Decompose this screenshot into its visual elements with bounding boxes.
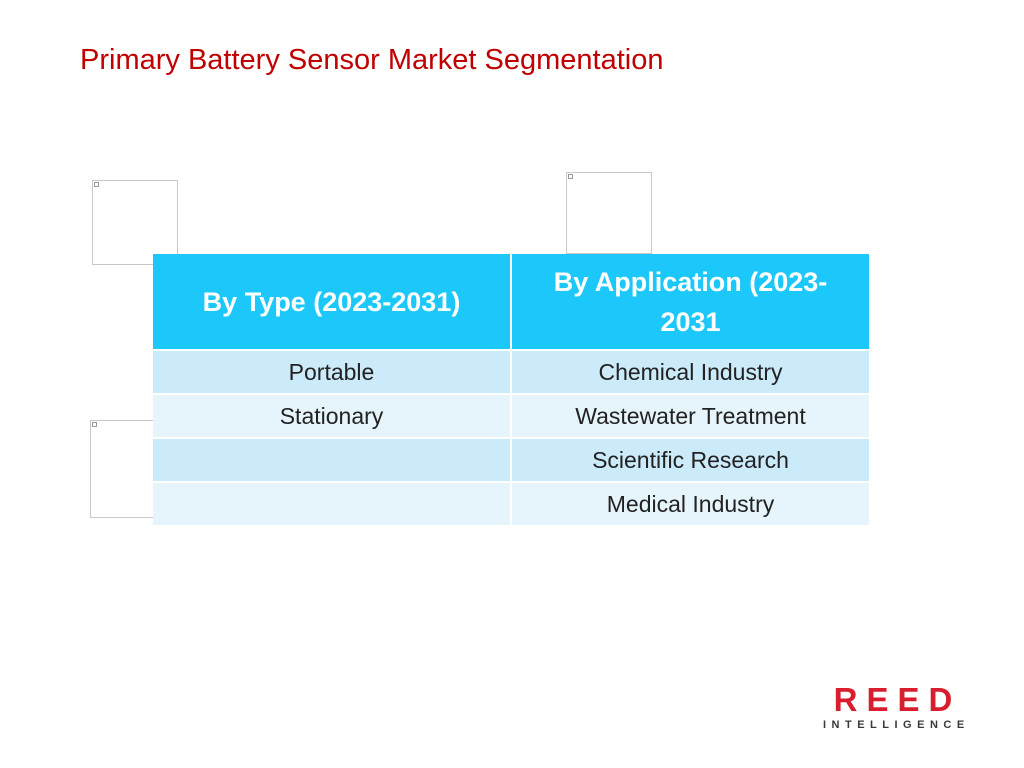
table-row: Scientific Research (153, 438, 869, 483)
table-cell: Medical Industry (511, 482, 869, 527)
broken-image-placeholder (90, 420, 156, 518)
column-header-type: By Type (2023-2031) (153, 254, 512, 351)
table-cell: Wastewater Treatment (511, 394, 869, 439)
table-cell: Stationary (153, 394, 512, 439)
table-cell: Scientific Research (511, 438, 869, 483)
table-header-row: By Type (2023-2031) By Application (2023… (153, 254, 869, 351)
reed-intelligence-logo: REED INTELLIGENCE (818, 682, 968, 732)
slide-title: Primary Battery Sensor Market Segmentati… (80, 44, 664, 76)
table-cell: Portable (153, 350, 512, 395)
segmentation-table: By Type (2023-2031) By Application (2023… (153, 254, 869, 527)
broken-image-icon (92, 422, 97, 427)
broken-image-placeholder (92, 180, 178, 265)
table-cell: Chemical Industry (511, 350, 869, 395)
column-header-application: By Application (2023-2031 (511, 254, 869, 351)
broken-image-icon (568, 174, 573, 179)
table-row: Stationary Wastewater Treatment (153, 394, 869, 439)
table-cell (153, 438, 512, 483)
logo-main-text: REED (833, 681, 962, 718)
table-row: Medical Industry (153, 482, 869, 527)
logo-sub-text: INTELLIGENCE (823, 719, 970, 731)
broken-image-placeholder (566, 172, 652, 254)
broken-image-icon (94, 182, 99, 187)
table-row: Portable Chemical Industry (153, 350, 869, 395)
table-cell (153, 482, 512, 527)
